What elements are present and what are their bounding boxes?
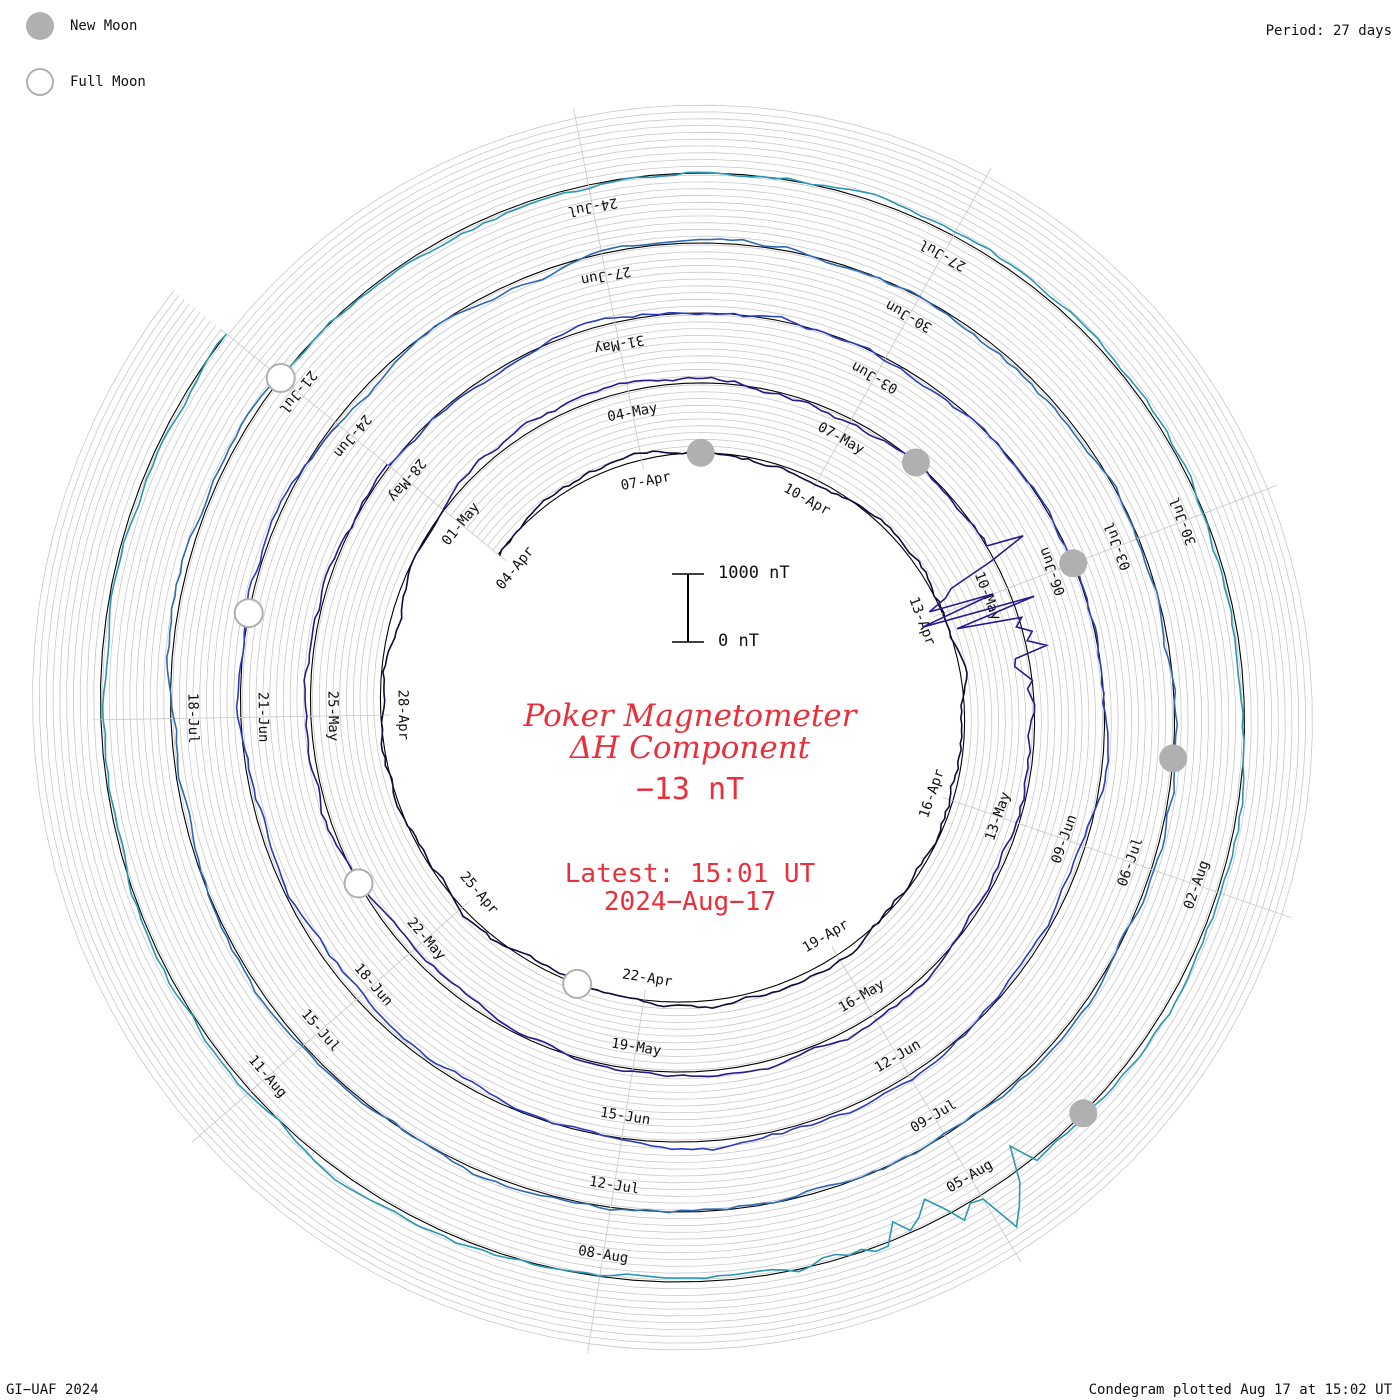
date-label: 30-Jul [1167, 495, 1200, 548]
date-label: 19-May [610, 1036, 662, 1060]
new-moon-marker [1069, 1099, 1098, 1128]
date-tick [573, 108, 591, 195]
latest-time: Latest: 15:01 UT [564, 859, 816, 889]
new-moon-marker [901, 448, 930, 477]
date-tick [587, 1266, 602, 1354]
trace-segment [165, 238, 1179, 1214]
full-moon-marker [343, 868, 374, 899]
date-label: 04-Apr [493, 544, 537, 593]
grid-spiral [93, 165, 1252, 1290]
trace-segment [303, 376, 1050, 1078]
new-moon-icon [26, 12, 54, 40]
full-moon-marker [233, 598, 264, 629]
grid-spiral [39, 111, 1306, 1344]
date-label: 27-Jul [917, 236, 969, 275]
date-label: 15-Jun [599, 1105, 651, 1129]
scale-bottom-label: 0 nT [718, 631, 759, 651]
date-label: 24-Jun [330, 411, 374, 460]
new-moon-marker [1059, 549, 1088, 578]
date-label: 22-May [403, 915, 448, 964]
new-moon-marker [686, 438, 715, 467]
grid-spiral [79, 152, 1266, 1303]
trace-segment [235, 311, 1110, 1151]
date-tick [92, 718, 181, 721]
full-moon-icon [26, 68, 54, 96]
date-label: 18-Jun [351, 961, 396, 1010]
scale-bar [672, 573, 704, 643]
grid-spiral [73, 145, 1273, 1310]
date-label: 07-Apr [619, 469, 672, 494]
latest-date: 2024−Aug−17 [603, 887, 777, 917]
date-tick [1207, 888, 1292, 919]
date-label: 06-Jul [1115, 836, 1147, 889]
trace-segment [101, 171, 1245, 1280]
chart-title: Poker Magnetometer ΔH Component −13 nT [440, 700, 940, 807]
date-label: 08-Aug [577, 1243, 629, 1267]
date-label: 30-Jun [883, 297, 935, 336]
legend-new-moon: New Moon [26, 12, 137, 40]
title-line-2: ΔH Component [569, 730, 811, 766]
footer-plotted: Condegram plotted Aug 17 at 15:02 UT [1088, 1382, 1392, 1398]
date-label: 10-Apr [781, 480, 833, 519]
date-label: 02-Aug [1181, 858, 1213, 911]
date-label: 03-Jun [849, 358, 901, 397]
new-moon-label: New Moon [70, 18, 138, 34]
date-label: 25-May [324, 691, 341, 742]
latest-timestamp: Latest: 15:01 UT 2024−Aug−17 [440, 860, 940, 916]
grid-spiral [59, 131, 1286, 1324]
legend-full-moon: Full Moon [26, 68, 146, 96]
grid-spiral [32, 104, 1313, 1351]
date-label: 21-Jun [254, 692, 271, 743]
date-label: 18-Jul [184, 693, 201, 744]
grid-spiral [52, 125, 1293, 1330]
date-label: 11-Aug [245, 1052, 290, 1101]
period-label: Period: 27 days [1265, 23, 1392, 39]
grid-spiral [66, 138, 1279, 1317]
date-label: 13-May [982, 790, 1014, 843]
date-label: 03-Jul [1102, 520, 1135, 573]
spiral-grid [32, 104, 1313, 1351]
current-value: −13 nT [635, 772, 745, 807]
date-label: 07-May [815, 419, 867, 458]
new-moon-marker [1159, 744, 1188, 773]
magnetometer-trace [101, 171, 1245, 1280]
date-label: 28-Apr [394, 689, 411, 740]
grid-spiral [86, 159, 1259, 1296]
date-label: 12-Jul [588, 1174, 640, 1198]
full-moon-marker [265, 362, 296, 393]
date-tick [1194, 484, 1277, 518]
moon-markers [233, 362, 1188, 1128]
scale-top-label: 1000 nT [718, 563, 790, 583]
title-line-1: Poker Magnetometer [523, 698, 857, 734]
full-moon-label: Full Moon [70, 74, 146, 90]
full-moon-marker [562, 968, 593, 999]
footer-credit: GI−UAF 2024 [6, 1382, 99, 1398]
date-label: 22-Apr [621, 966, 673, 990]
trace-segment [380, 449, 968, 1010]
grid-spiral [45, 118, 1300, 1337]
